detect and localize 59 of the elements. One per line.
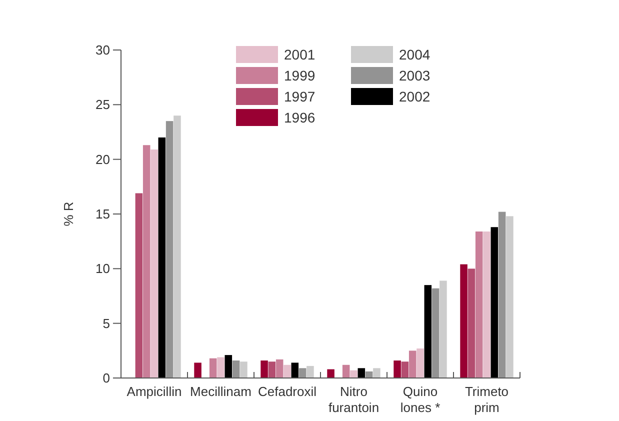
- bar: [291, 362, 299, 378]
- bar: [268, 362, 276, 378]
- y-axis-title: % R: [61, 202, 76, 226]
- bar: [217, 357, 224, 378]
- bar: [194, 362, 202, 378]
- bar: [350, 370, 358, 378]
- bar: [373, 368, 380, 378]
- bar: [166, 121, 174, 378]
- bar: [224, 355, 232, 378]
- legend-label: 1997: [284, 88, 316, 104]
- bar: [490, 227, 498, 378]
- bar: [342, 364, 350, 378]
- x-tick-label: Cefadroxil: [258, 384, 317, 399]
- bar: [284, 364, 291, 378]
- legend-label: 2003: [399, 67, 430, 84]
- bar: [135, 193, 143, 378]
- y-tick-label: 20: [96, 152, 110, 167]
- bar: [401, 362, 409, 378]
- bar: [306, 366, 314, 378]
- bar: [506, 216, 514, 378]
- x-tick-label: Trimeto prim: [464, 384, 509, 415]
- bar: [468, 268, 476, 378]
- bar: [232, 360, 240, 378]
- x-tick-label: Mecillinam: [190, 384, 252, 399]
- y-tick-label: 5: [102, 316, 110, 331]
- bar: [358, 368, 366, 378]
- bar: [260, 360, 268, 378]
- bar: [475, 231, 483, 378]
- legend-label: 2002: [399, 88, 430, 104]
- bar: [460, 264, 468, 378]
- y-tick-label: 10: [96, 261, 110, 276]
- bar: [158, 137, 166, 378]
- bar: [416, 348, 424, 378]
- bar: [498, 212, 506, 378]
- bar: [408, 350, 416, 378]
- bar: [174, 116, 181, 378]
- x-tick-label: Nitro furantoin: [328, 384, 380, 415]
- y-tick-label: 30: [96, 42, 110, 58]
- legend-label: 2001: [284, 46, 316, 62]
- bar: [483, 231, 490, 378]
- y-tick-label: 25: [96, 97, 110, 112]
- bar: [298, 368, 306, 378]
- bar: [150, 149, 158, 378]
- y-tick-label: 0: [102, 370, 110, 386]
- bar: [394, 360, 401, 378]
- legend-label: 2004: [399, 46, 430, 62]
- x-tick-label: Quino lones *: [400, 384, 440, 415]
- legend-label: 1996: [284, 109, 316, 126]
- bar: [440, 280, 447, 378]
- bar: [142, 145, 150, 378]
- bar: [276, 359, 284, 378]
- bar: [240, 362, 248, 378]
- legend-label: 1999: [284, 67, 316, 84]
- x-tick-label: Ampicillin: [126, 384, 182, 399]
- bar: [209, 358, 217, 378]
- bar: [424, 285, 432, 378]
- bar: [432, 288, 440, 378]
- bar: [327, 369, 334, 378]
- y-tick-label: 15: [96, 206, 110, 222]
